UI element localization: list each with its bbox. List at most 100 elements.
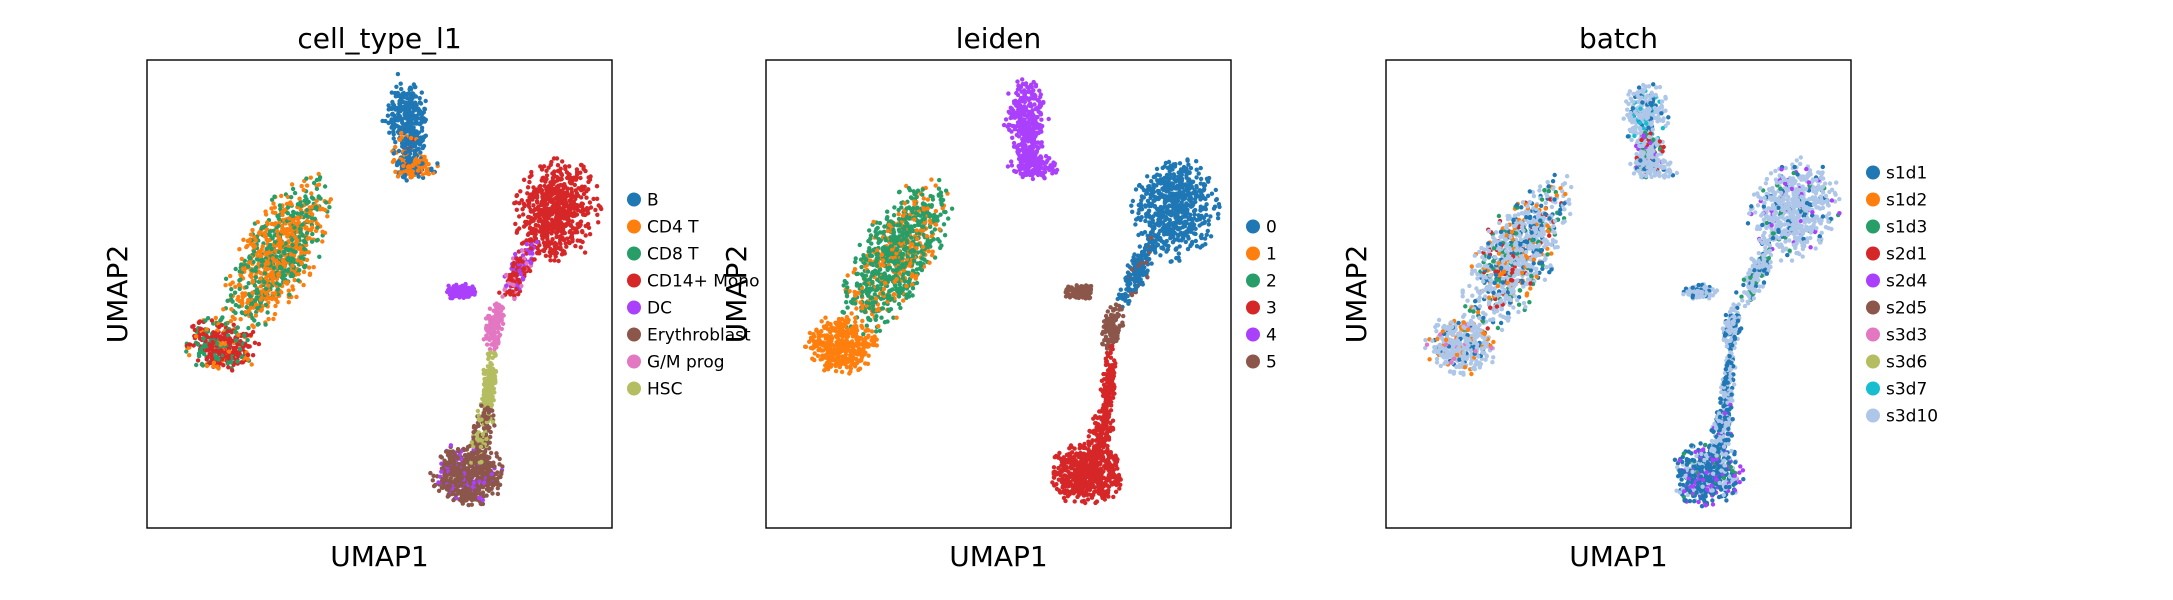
data-point: [412, 116, 418, 122]
data-point: [484, 386, 489, 391]
data-point: [270, 296, 275, 301]
data-point: [565, 221, 570, 227]
data-point: [252, 340, 258, 345]
data-point: [200, 363, 206, 368]
data-point: [845, 305, 850, 310]
data-point: [450, 466, 455, 471]
data-point: [1043, 164, 1048, 170]
data-point: [1028, 101, 1033, 106]
data-point: [479, 403, 484, 408]
data-point: [487, 306, 493, 311]
data-point: [391, 129, 396, 134]
data-point: [279, 223, 285, 229]
data-point: [524, 242, 529, 247]
data-point: [927, 260, 932, 265]
data-point: [499, 471, 504, 477]
data-point: [485, 342, 490, 347]
data-point: [219, 348, 224, 353]
data-point: [236, 294, 241, 300]
data-point: [406, 128, 411, 134]
data-point: [877, 328, 883, 333]
data-point: [248, 305, 253, 310]
data-point: [854, 306, 859, 311]
data-point: [488, 370, 493, 376]
data-point: [311, 180, 317, 186]
data-point: [254, 290, 259, 296]
data-point: [264, 237, 269, 242]
data-point: [500, 321, 506, 326]
data-point: [253, 268, 258, 274]
data-point: [521, 212, 526, 217]
data-point: [275, 299, 280, 305]
data-point: [894, 315, 899, 320]
data-point: [417, 100, 423, 105]
data-point: [921, 196, 926, 201]
data-point: [917, 266, 923, 271]
data-point: [269, 197, 275, 202]
data-point: [239, 310, 244, 315]
data-point: [920, 192, 925, 197]
data-point: [236, 304, 242, 309]
data-point: [1021, 122, 1026, 127]
data-point: [513, 200, 519, 205]
data-point: [412, 121, 417, 126]
data-point: [553, 254, 558, 259]
data-point: [390, 119, 396, 125]
data-point: [239, 354, 244, 360]
data-point: [458, 473, 464, 479]
data-point: [569, 186, 574, 192]
data-point: [543, 220, 548, 225]
legend-marker: [627, 381, 641, 396]
data-point: [484, 378, 490, 384]
data-point: [925, 197, 931, 202]
data-point: [228, 319, 234, 324]
data-point: [411, 125, 416, 130]
data-point: [461, 494, 466, 500]
data-point: [1007, 110, 1012, 116]
data-point: [274, 229, 280, 234]
data-point: [474, 455, 479, 460]
data-point: [418, 150, 423, 155]
data-point: [901, 246, 907, 252]
data-point: [314, 238, 319, 243]
data-point: [423, 98, 428, 104]
data-point: [482, 462, 487, 468]
data-point: [395, 174, 401, 179]
data-point: [416, 121, 422, 126]
data-point: [897, 271, 902, 276]
data-point: [294, 294, 299, 300]
data-point: [271, 265, 277, 271]
data-point: [304, 257, 310, 263]
data-point: [462, 453, 468, 458]
data-point: [416, 174, 421, 179]
data-point: [555, 188, 560, 193]
data-point: [239, 360, 244, 365]
data-point: [473, 493, 478, 499]
data-point: [400, 116, 405, 122]
data-point: [480, 498, 485, 503]
data-point: [393, 140, 398, 145]
data-point: [276, 236, 282, 241]
data-point: [230, 280, 235, 285]
data-point: [213, 315, 218, 321]
data-point: [1003, 117, 1009, 122]
data-point: [396, 148, 402, 154]
data-point: [401, 104, 406, 110]
data-point: [323, 200, 329, 205]
data-point: [487, 455, 492, 460]
data-point: [557, 169, 563, 174]
data-point: [495, 491, 501, 497]
data-point: [477, 418, 482, 423]
data-point: [910, 268, 916, 273]
data-point: [413, 100, 418, 105]
data-point: [204, 363, 210, 369]
data-point: [527, 268, 533, 274]
data-point: [290, 237, 295, 243]
data-point: [292, 190, 298, 196]
data-point: [1027, 96, 1033, 102]
data-point: [946, 216, 951, 221]
data-point: [534, 239, 540, 245]
data-point: [285, 194, 291, 200]
data-point: [1021, 117, 1026, 123]
data-point: [1013, 169, 1018, 174]
